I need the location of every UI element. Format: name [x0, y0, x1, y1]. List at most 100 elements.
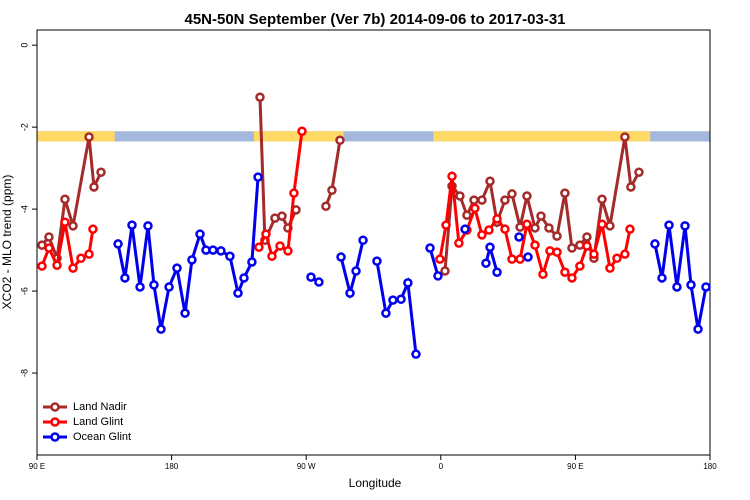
legend-label: Ocean Glint: [73, 431, 131, 443]
data-point: [113, 239, 123, 249]
data-point: [515, 254, 525, 264]
data-point: [552, 247, 562, 257]
data-point: [351, 266, 361, 276]
data-point: [120, 273, 130, 283]
data-point: [425, 243, 435, 253]
data-point: [388, 295, 398, 305]
data-point: [216, 246, 226, 256]
data-point: [441, 220, 451, 230]
data-point: [597, 194, 607, 205]
data-point: [507, 189, 517, 199]
data-point: [485, 176, 495, 186]
x-tick-label: 180: [165, 462, 179, 471]
data-point: [477, 230, 487, 240]
data-point: [88, 224, 98, 234]
data-point: [84, 132, 94, 142]
data-point: [289, 188, 299, 198]
legend-marker: [50, 417, 60, 427]
data-point: [626, 182, 636, 192]
data-point: [225, 251, 235, 261]
series-line: [375, 260, 418, 355]
data-point: [575, 261, 585, 271]
data-point: [396, 294, 406, 305]
data-point: [37, 261, 47, 271]
data-point: [485, 242, 495, 252]
legend-marker: [50, 402, 60, 412]
y-tick-label: -8: [19, 369, 29, 377]
y-tick-label: -2: [19, 123, 29, 131]
data-point: [84, 249, 94, 259]
data-point: [514, 232, 524, 242]
data-point: [233, 288, 243, 298]
data-point: [283, 246, 293, 256]
data-point: [321, 201, 331, 211]
data-point: [484, 225, 494, 235]
legend-label: Land Glint: [73, 416, 123, 428]
data-point: [306, 272, 316, 282]
data-point: [254, 242, 264, 252]
data-point: [500, 224, 510, 234]
data-point: [536, 211, 546, 221]
data-point: [327, 185, 337, 195]
data-point: [261, 229, 271, 239]
data-point: [247, 257, 257, 267]
data-point: [620, 249, 630, 259]
data-point: [680, 221, 690, 231]
series-line: [339, 239, 365, 300]
data-point: [455, 191, 465, 201]
series-line: [428, 247, 440, 277]
data-point: [208, 245, 218, 255]
series-line: [324, 140, 342, 207]
data-point: [460, 224, 470, 234]
data-point: [314, 277, 324, 287]
data-point: [127, 220, 137, 230]
data-point: [664, 220, 674, 230]
data-point: [253, 172, 263, 182]
legend-marker: [50, 432, 60, 442]
x-tick-label: 180: [703, 462, 717, 471]
data-point: [381, 308, 391, 318]
data-point: [267, 251, 277, 261]
data-point: [345, 288, 355, 298]
data-point: [552, 231, 562, 241]
data-point: [255, 92, 265, 102]
data-point: [180, 308, 190, 318]
x-tick-label: 0: [439, 462, 444, 471]
data-point: [523, 252, 533, 262]
data-point: [605, 263, 615, 273]
data-point: [657, 273, 667, 283]
data-point: [560, 267, 570, 277]
data-point: [403, 278, 413, 288]
data-point: [358, 235, 368, 245]
legend-label: Land Nadir: [73, 401, 127, 413]
data-point: [701, 282, 711, 292]
data-point: [530, 240, 540, 250]
data-point: [335, 135, 345, 145]
series-line: [116, 177, 260, 330]
x-tick-label: 90 E: [29, 462, 45, 471]
data-point: [507, 254, 517, 264]
data-point: [605, 221, 615, 231]
data-point: [582, 241, 592, 251]
data-point: [60, 217, 70, 227]
data-point: [481, 258, 491, 268]
data-point: [582, 232, 592, 242]
data-point: [530, 223, 540, 233]
data-point: [454, 238, 464, 248]
data-point: [372, 256, 382, 266]
data-point: [625, 224, 635, 234]
data-point: [239, 273, 249, 283]
data-point: [76, 253, 86, 264]
data-point: [164, 282, 174, 292]
data-point: [522, 191, 532, 201]
x-tick-label: 90 E: [567, 462, 583, 471]
data-point: [650, 239, 660, 249]
data-point: [149, 280, 159, 290]
data-point: [462, 210, 472, 220]
data-point: [620, 132, 630, 142]
data-point: [440, 266, 450, 276]
land-band: [433, 131, 651, 142]
data-point: [589, 249, 599, 259]
data-point: [156, 324, 166, 334]
